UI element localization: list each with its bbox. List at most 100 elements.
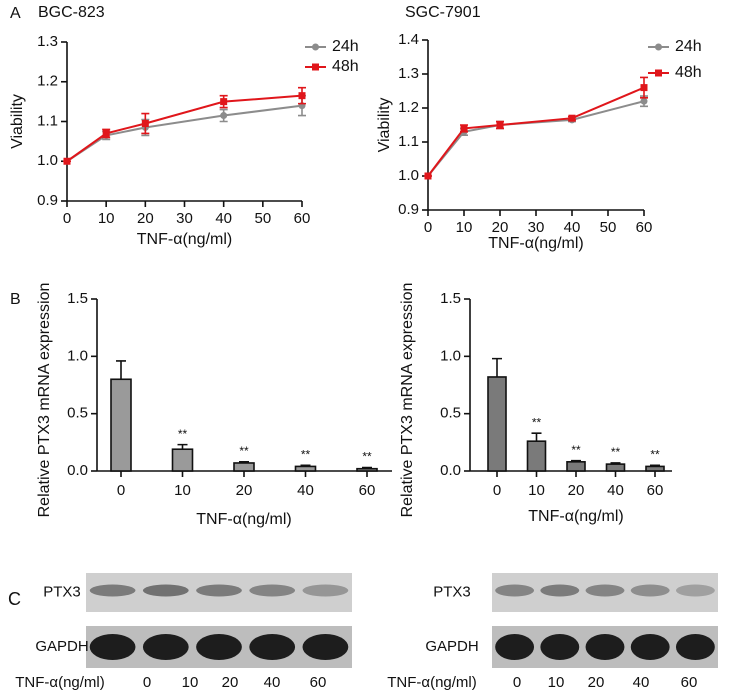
blot-lane-label: 10 <box>182 674 199 691</box>
x-tick-label: 20 <box>137 210 154 227</box>
y-axis-label: Viability <box>376 98 393 153</box>
x-axis-label: TNF-α(ng/ml) <box>137 231 232 248</box>
x-tick-label: 30 <box>528 219 545 236</box>
series-line <box>66 104 303 163</box>
legend-marker <box>655 43 662 51</box>
point <box>220 98 228 106</box>
y-axis-label: Relative PTX3 mRNA expression <box>36 283 53 518</box>
blot-band <box>540 634 580 660</box>
x-tick-label: 0 <box>493 482 501 499</box>
x-tick-label: 30 <box>176 210 193 227</box>
panel-label: C <box>8 589 21 609</box>
y-tick-label: 1.5 <box>67 290 88 307</box>
blot-band <box>142 584 189 597</box>
blot-row-label: GAPDH <box>35 638 88 655</box>
legend-label: 24h <box>675 38 702 55</box>
x-tick-label: 40 <box>564 219 581 236</box>
blot-band <box>585 584 625 597</box>
blot-band <box>89 584 136 597</box>
y-tick-label: 0.9 <box>398 201 419 218</box>
blot-band <box>196 634 242 660</box>
blot-band <box>249 634 296 660</box>
bar <box>605 463 626 472</box>
x-tick-label: 0 <box>117 482 125 499</box>
y-axis-label: Relative PTX3 mRNA expression <box>399 283 416 518</box>
error-bar <box>492 357 502 377</box>
bar <box>645 465 665 472</box>
blot-lane-label: 0 <box>143 674 151 691</box>
blot-treatment-label: TNF-α(ng/ml) <box>15 674 105 691</box>
point <box>141 119 149 127</box>
legend-marker <box>655 69 662 77</box>
y-tick-label: 1.4 <box>398 31 419 48</box>
y-tick-label: 0.5 <box>67 405 88 422</box>
x-tick-label: 0 <box>63 210 71 227</box>
y-tick-label: 1.1 <box>398 133 419 150</box>
y-tick-label: 1.3 <box>37 33 58 50</box>
blot-band <box>302 584 349 597</box>
blot-lane-label: 40 <box>633 674 650 691</box>
y-tick-label: 1.2 <box>398 99 419 116</box>
y-tick-label: 1.0 <box>440 347 461 364</box>
x-tick-label: 60 <box>359 482 376 499</box>
y-tick-label: 0.0 <box>67 462 88 479</box>
legend-marker <box>312 43 319 51</box>
x-axis-label: TNF-α(ng/ml) <box>196 511 291 528</box>
significance-label: ** <box>301 447 311 461</box>
x-tick-label: 20 <box>568 482 585 499</box>
blot-band <box>89 634 136 660</box>
bar <box>110 378 132 472</box>
bar <box>566 461 586 472</box>
bar <box>294 465 317 472</box>
y-tick-label: 1.3 <box>398 65 419 82</box>
x-tick-label: 60 <box>294 210 311 227</box>
series-line <box>427 100 645 177</box>
point <box>424 172 432 180</box>
blot-lane-label: 60 <box>681 674 698 691</box>
blot-treatment-label: TNF-α(ng/ml) <box>387 674 477 691</box>
point <box>63 157 71 165</box>
y-tick-label: 0.0 <box>440 462 461 479</box>
y-tick-label: 0.9 <box>37 192 58 209</box>
point <box>568 114 576 122</box>
blot-background <box>86 573 352 612</box>
point <box>640 97 648 105</box>
point <box>460 124 468 132</box>
blot-band <box>495 634 535 660</box>
x-tick-label: 40 <box>607 482 624 499</box>
blot-band <box>540 584 580 597</box>
x-tick-label: 20 <box>236 482 253 499</box>
blot-band <box>142 634 189 660</box>
significance-label: ** <box>532 415 542 429</box>
y-tick-label: 1.0 <box>398 167 419 184</box>
blot-lane-label: 10 <box>548 674 565 691</box>
y-tick-label: 1.0 <box>67 347 88 364</box>
bar <box>526 440 547 472</box>
x-tick-label: 40 <box>297 482 314 499</box>
blot-band <box>675 584 715 597</box>
x-axis-label: TNF-α(ng/ml) <box>528 508 623 525</box>
blot-background <box>492 573 718 612</box>
blot-lane-label: 0 <box>513 674 521 691</box>
x-tick-label: 10 <box>98 210 115 227</box>
blot-band <box>249 584 296 597</box>
y-tick-label: 1.1 <box>37 112 58 129</box>
x-axis-label: TNF-α(ng/ml) <box>488 235 583 252</box>
x-tick-label: 10 <box>528 482 545 499</box>
legend-label: 48h <box>332 58 359 75</box>
y-axis-label: Viability <box>9 94 26 149</box>
legend-label: 48h <box>675 64 702 81</box>
chart-title: BGC-823 <box>38 4 105 21</box>
blot-lane-label: 20 <box>222 674 239 691</box>
blot-band <box>585 634 625 660</box>
point <box>102 129 110 137</box>
x-tick-label: 60 <box>636 219 653 236</box>
x-tick-label: 10 <box>174 482 191 499</box>
blot-lane-label: 20 <box>588 674 605 691</box>
significance-label: ** <box>611 445 621 459</box>
x-tick-label: 20 <box>492 219 509 236</box>
blot-row-label: PTX3 <box>43 583 81 600</box>
significance-label: ** <box>571 443 581 457</box>
x-tick-label: 10 <box>456 219 473 236</box>
